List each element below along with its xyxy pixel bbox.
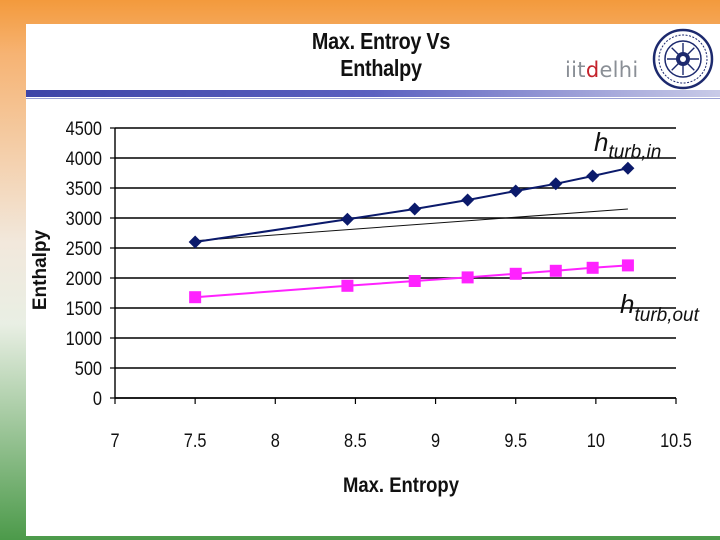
x-tick-labels: 7 7.5 8 8.5 9 9.5 10 10.5 — [110, 430, 692, 451]
x-tick-label: 10 — [587, 430, 605, 451]
label-h-turb-in-base: h — [594, 127, 608, 157]
x-tick-label: 7.5 — [184, 430, 207, 451]
iitd-logo-text: iitdelhi — [565, 58, 639, 82]
marker-h-turb-in — [188, 235, 202, 249]
axes — [110, 127, 677, 404]
label-h-turb-out: hturb,out — [620, 289, 700, 326]
label-h-turb-out-sub: turb,out — [634, 305, 699, 326]
label-h-turb-out-base: h — [620, 289, 634, 319]
series-line-h-turb-out — [195, 264, 628, 299]
logo-part-elhi: elhi — [599, 58, 639, 82]
marker-h-turb-in — [509, 184, 523, 198]
label-h-turb-in-sub: turb,in — [608, 142, 661, 163]
y-tick-label: 2500 — [66, 238, 102, 259]
marker-h-turb-in — [461, 193, 475, 207]
marker-h-turb-in — [621, 161, 635, 175]
marker-h-turb-in — [408, 202, 422, 216]
slide-title: Max. Entroy Vs Enthalpy — [311, 28, 451, 81]
marker-h-turb-in — [340, 212, 354, 226]
header-rule-thin — [26, 98, 720, 99]
marker-h-turb-out — [189, 291, 202, 304]
x-tick-label: 8.5 — [344, 430, 367, 451]
x-tick-label: 9.5 — [504, 430, 527, 451]
marker-h-turb-out — [621, 259, 634, 272]
y-tick-label: 4500 — [66, 118, 102, 139]
x-tick-label: 8 — [271, 430, 280, 451]
logo-part-iit: iit — [565, 58, 586, 82]
marker-h-turb-in — [586, 169, 600, 183]
marker-h-turb-out — [509, 267, 522, 280]
y-tick-label: 4000 — [66, 148, 102, 169]
y-tick-label: 3000 — [66, 208, 102, 229]
marker-h-turb-in — [549, 177, 563, 191]
series-line-h-turb-in — [194, 167, 629, 243]
y-axis-label: Enthalpy — [30, 229, 51, 310]
x-tick-label: 7 — [110, 430, 119, 451]
x-tick-label: 9 — [431, 430, 440, 451]
label-h-turb-in: hturb,in — [594, 127, 661, 163]
y-tick-label: 3500 — [66, 178, 102, 199]
iit-emblem-icon — [652, 28, 714, 90]
y-tick-labels: 0 500 1000 1500 2000 2500 3000 3500 4000 4500 — [66, 118, 102, 409]
y-tick-label: 2000 — [66, 268, 102, 289]
slide: Max. Entroy Vs Enthalpy iitdelhi — [26, 24, 720, 536]
marker-h-turb-out — [586, 261, 599, 274]
y-tick-label: 1500 — [66, 298, 102, 319]
series-markers — [188, 161, 635, 304]
marker-h-turb-out — [341, 279, 354, 292]
y-tick-label: 500 — [75, 358, 102, 379]
x-tick-label: 10.5 — [660, 430, 692, 451]
y-tick-label: 0 — [93, 388, 102, 409]
logo-part-d: d — [585, 58, 600, 82]
series-lines — [194, 167, 629, 299]
header-rule — [26, 90, 720, 97]
marker-h-turb-out — [549, 264, 562, 277]
y-tick-label: 1000 — [66, 328, 102, 349]
marker-h-turb-out — [408, 275, 421, 287]
x-axis-label: Max. Entropy — [343, 474, 459, 497]
trendline — [195, 208, 628, 242]
marker-h-turb-out — [461, 271, 474, 284]
